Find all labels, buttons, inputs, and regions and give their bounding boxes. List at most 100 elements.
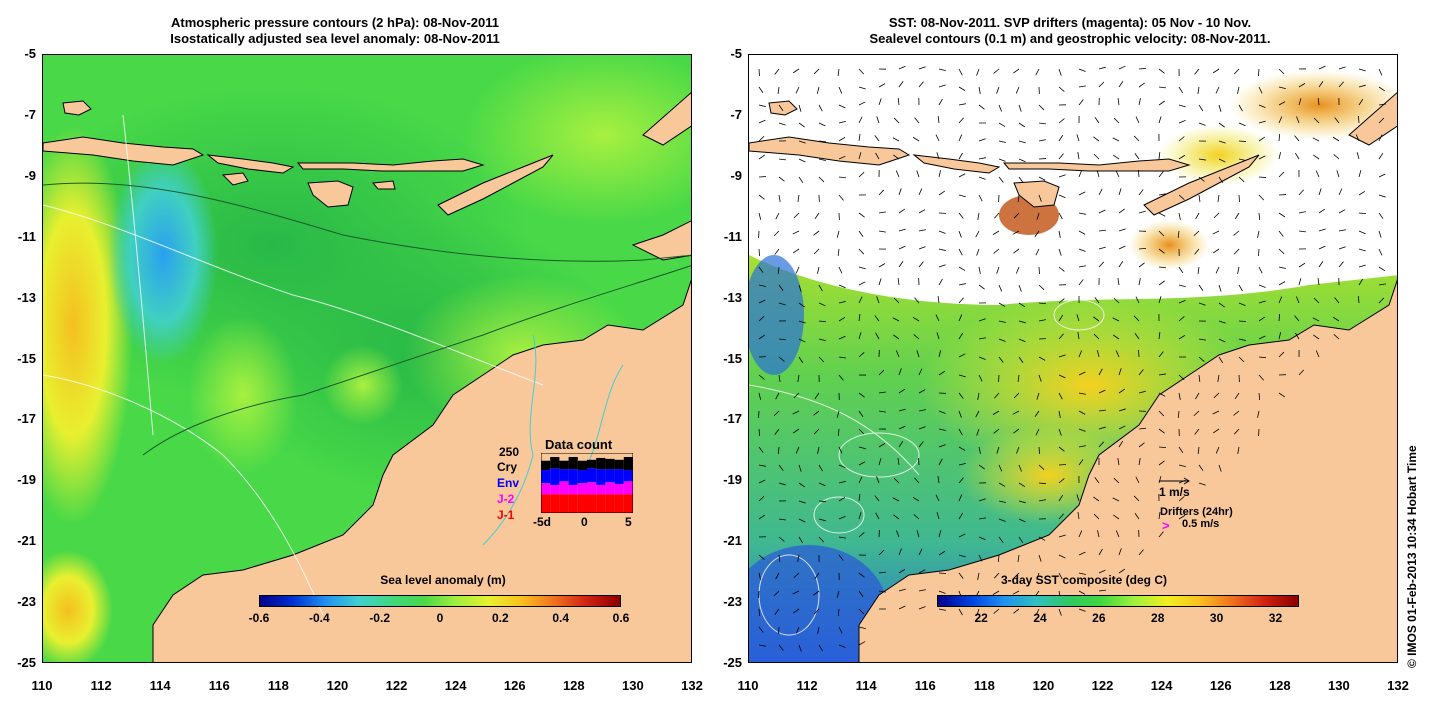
data-count-xtick: 5 [625, 515, 632, 529]
velocity-arrow [1215, 266, 1220, 274]
data-count-bar-j-1 [605, 494, 615, 513]
velocity-arrow [1278, 351, 1285, 358]
velocity-arrow [838, 155, 846, 160]
velocity-arrow [1356, 152, 1360, 160]
velocity-arrow [918, 548, 923, 556]
velocity-arrow [798, 338, 806, 343]
velocity-arrow [1038, 284, 1045, 291]
velocity-arrow [1258, 266, 1263, 274]
velocity-arrow [1358, 212, 1367, 215]
velocity-arrow [813, 608, 820, 615]
velocity-arrow [1018, 500, 1026, 504]
velocity-arrow [1313, 154, 1320, 160]
left-x-tick: 110 [31, 678, 53, 693]
velocity-arrow [978, 464, 985, 470]
velocity-arrow [1158, 116, 1162, 124]
velocity-arrow [958, 392, 964, 399]
velocity-arrow [838, 356, 846, 359]
velocity-arrow [1195, 392, 1200, 400]
velocity-arrow [1238, 356, 1245, 363]
data-count-bar-j-2 [577, 483, 587, 495]
geostrophic-velocity-arrows [758, 65, 1386, 652]
velocity-arrow [1058, 174, 1066, 178]
data-count-bar-j-1 [550, 494, 560, 513]
velocity-arrow [918, 261, 924, 268]
velocity-arrow [1018, 284, 1022, 292]
velocity-arrow [895, 350, 900, 358]
data-count-bar-env [550, 468, 560, 485]
velocity-arrow [838, 86, 843, 94]
velocity-arrow [1058, 266, 1065, 272]
velocity-arrow [1237, 266, 1240, 274]
velocity-arrow [1038, 536, 1046, 541]
velocity-arrow [996, 446, 1000, 454]
velocity-arrow [838, 137, 846, 142]
velocity-arrow [1378, 103, 1386, 106]
velocity-arrow [837, 428, 840, 437]
velocity-arrow [913, 154, 920, 160]
velocity-arrow [1098, 81, 1105, 88]
velocity-arrow [1158, 410, 1165, 417]
data-count-bar-cry [559, 460, 569, 470]
velocity-arrow [1138, 427, 1147, 430]
velocity-arrow [958, 572, 964, 579]
data-count-bar-j-2 [623, 481, 633, 495]
velocity-arrow [875, 512, 880, 520]
velocity-arrow [1333, 334, 1340, 340]
velocity-arrow [1013, 68, 1020, 74]
velocity-arrow [1133, 315, 1140, 322]
velocity-arrow [1098, 261, 1105, 268]
velocity-arrow [1118, 208, 1125, 214]
velocity-arrow [1078, 371, 1086, 376]
velocity-arrow [918, 409, 926, 412]
velocity-arrow [798, 284, 802, 292]
velocity-arrow [798, 482, 806, 488]
velocity-arrow [936, 332, 940, 340]
velocity-arrow [1058, 314, 1064, 322]
velocity-arrow [1016, 446, 1020, 454]
velocity-arrow [1218, 356, 1224, 364]
velocity-arrow [798, 464, 802, 472]
velocity-arrow [1078, 530, 1083, 538]
velocity-arrow [998, 536, 1004, 543]
velocity-arrow [916, 530, 920, 538]
velocity-arrow [797, 374, 800, 382]
velocity-arrow [1118, 245, 1126, 250]
velocity-arrow [1238, 104, 1243, 112]
velocity-arrow [1112, 154, 1120, 160]
velocity-arrow [817, 446, 820, 454]
velocity-arrow [1213, 212, 1220, 219]
velocity-arrow [1138, 262, 1145, 268]
velocity-arrow [774, 608, 780, 615]
velocity-arrow [1358, 68, 1366, 72]
velocity-arrow [1098, 548, 1103, 556]
left-x-tick: 122 [385, 678, 408, 693]
velocity-arrow [793, 428, 800, 434]
velocity-arrow [798, 122, 805, 128]
data-count-bar-j-2 [550, 485, 560, 495]
velocity-arrow [1178, 266, 1184, 274]
velocity-arrow [778, 554, 781, 562]
velocity-arrow [938, 550, 946, 556]
velocity-arrow [858, 152, 862, 160]
velocity-arrow [858, 212, 865, 218]
velocity-arrow [892, 497, 900, 502]
velocity-arrow [1378, 297, 1385, 304]
left-y-tick: -13 [17, 289, 36, 305]
velocity-arrow [1238, 158, 1246, 161]
velocity-arrow [918, 209, 926, 214]
velocity-arrow [977, 572, 980, 580]
velocity-arrow [1238, 320, 1247, 322]
velocity-arrow [758, 464, 766, 467]
velocity-arrow [1038, 139, 1046, 142]
velocity-arrow [858, 101, 866, 106]
velocity-arrow [1078, 212, 1086, 215]
velocity-arrow [1096, 170, 1100, 178]
velocity-arrow [958, 266, 966, 271]
velocity-arrow [958, 103, 966, 106]
velocity-arrow [775, 212, 780, 220]
velocity-arrow [938, 68, 946, 72]
velocity-arrow [1058, 374, 1066, 379]
velocity-arrow [816, 86, 820, 94]
velocity-arrow [858, 68, 865, 75]
